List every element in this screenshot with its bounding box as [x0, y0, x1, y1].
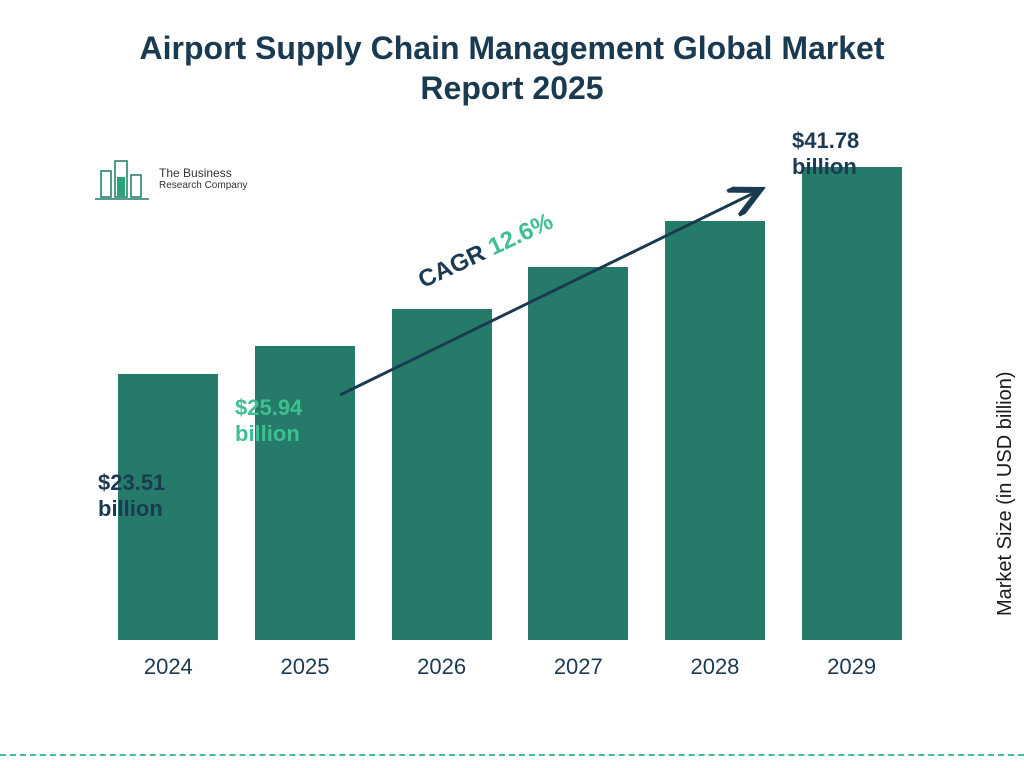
- bar-wrap: 2026: [382, 309, 502, 640]
- value-label: $25.94 billion: [235, 395, 365, 448]
- category-label: 2028: [655, 654, 775, 680]
- category-label: 2027: [518, 654, 638, 680]
- bar: [392, 309, 492, 640]
- bar-wrap: 2029: [792, 167, 912, 641]
- value-label: $41.78 billion: [792, 128, 922, 181]
- bar: [528, 267, 628, 640]
- category-label: 2025: [245, 654, 365, 680]
- bar: [802, 167, 902, 641]
- bar-wrap: 2027: [518, 267, 638, 640]
- bar-wrap: 2028: [655, 221, 775, 640]
- bar-wrap: 2025: [245, 346, 365, 640]
- bar: [255, 346, 355, 640]
- value-label: $23.51 billion: [98, 470, 228, 523]
- category-label: 2029: [792, 654, 912, 680]
- bar-chart: 202420252026202720282029: [90, 130, 930, 690]
- chart-title: Airport Supply Chain Management Global M…: [0, 28, 1024, 108]
- category-label: 2024: [108, 654, 228, 680]
- bottom-divider: [0, 754, 1024, 756]
- bar: [665, 221, 765, 640]
- bars-container: 202420252026202720282029: [90, 130, 930, 640]
- y-axis-label: Market Size (in USD billion): [995, 372, 1018, 617]
- category-label: 2026: [382, 654, 502, 680]
